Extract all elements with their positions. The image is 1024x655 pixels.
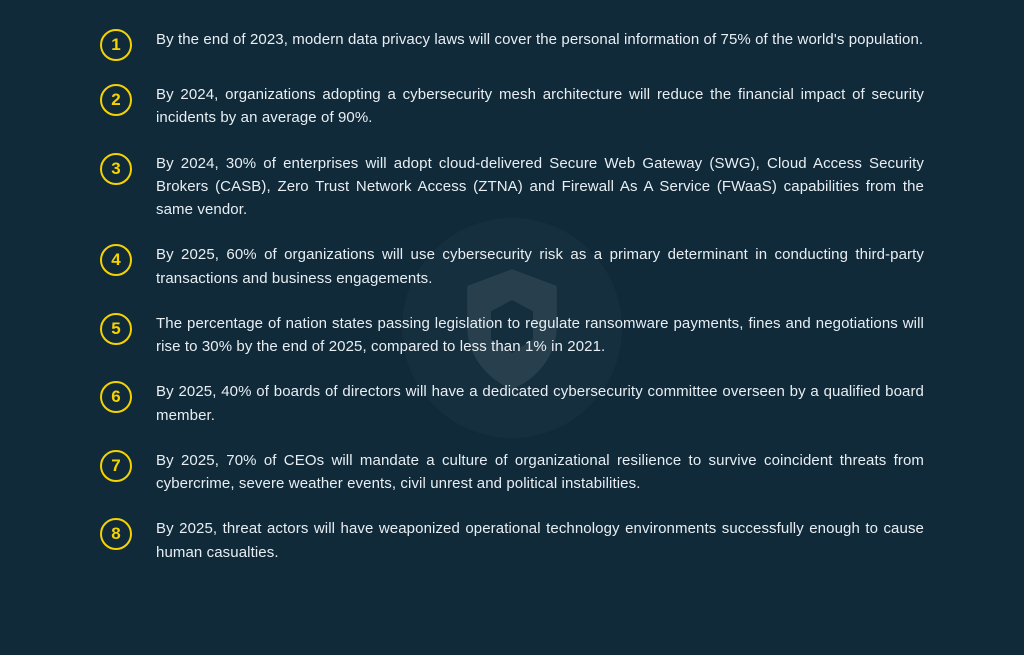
item-text: By 2025, 70% of CEOs will mandate a cult…: [156, 449, 924, 496]
item-number-badge: 4: [100, 244, 132, 276]
list-item: 1 By the end of 2023, modern data privac…: [100, 28, 924, 61]
item-text: By the end of 2023, modern data privacy …: [156, 28, 924, 51]
item-number-badge: 3: [100, 153, 132, 185]
list-item: 7 By 2025, 70% of CEOs will mandate a cu…: [100, 449, 924, 496]
list-item: 6 By 2025, 40% of boards of directors wi…: [100, 380, 924, 427]
item-number-badge: 6: [100, 381, 132, 413]
list-item: 4 By 2025, 60% of organizations will use…: [100, 243, 924, 290]
predictions-list: 1 By the end of 2023, modern data privac…: [0, 0, 1024, 592]
list-item: 5 The percentage of nation states passin…: [100, 312, 924, 359]
item-number-badge: 7: [100, 450, 132, 482]
list-item: 2 By 2024, organizations adopting a cybe…: [100, 83, 924, 130]
item-text: By 2025, 60% of organizations will use c…: [156, 243, 924, 290]
item-text: By 2025, 40% of boards of directors will…: [156, 380, 924, 427]
list-item: 3 By 2024, 30% of enterprises will adopt…: [100, 152, 924, 222]
item-number-badge: 8: [100, 518, 132, 550]
item-text: By 2024, 30% of enterprises will adopt c…: [156, 152, 924, 222]
item-number-badge: 2: [100, 84, 132, 116]
item-text: By 2024, organizations adopting a cybers…: [156, 83, 924, 130]
item-text: The percentage of nation states passing …: [156, 312, 924, 359]
item-number-badge: 1: [100, 29, 132, 61]
item-text: By 2025, threat actors will have weaponi…: [156, 517, 924, 564]
list-item: 8 By 2025, threat actors will have weapo…: [100, 517, 924, 564]
item-number-badge: 5: [100, 313, 132, 345]
